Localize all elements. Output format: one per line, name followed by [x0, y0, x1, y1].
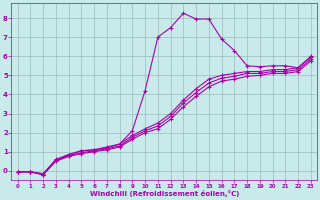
X-axis label: Windchill (Refroidissement éolien,°C): Windchill (Refroidissement éolien,°C)	[90, 190, 239, 197]
